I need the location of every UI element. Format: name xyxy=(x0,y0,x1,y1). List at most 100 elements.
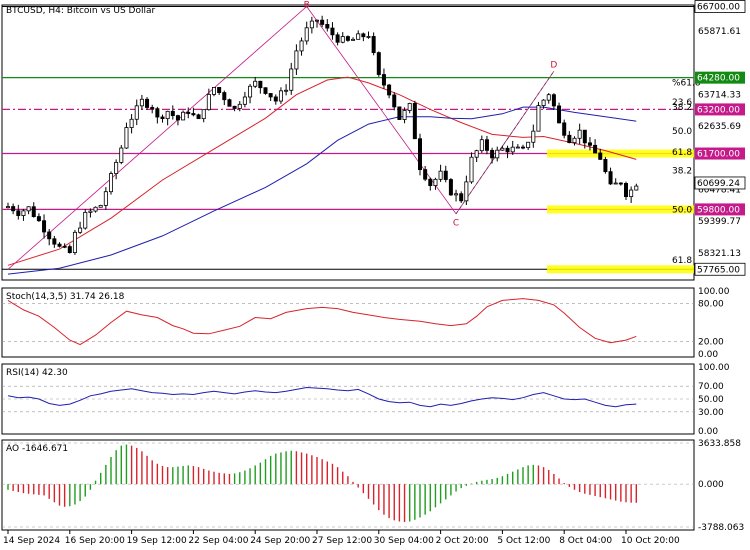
candle-body xyxy=(325,24,330,29)
candle-body xyxy=(510,146,515,153)
candle-body xyxy=(541,99,546,106)
candle-body xyxy=(67,246,72,253)
ao-tick-2: -3788.063 xyxy=(698,523,744,533)
candle-body xyxy=(263,87,268,94)
candle-body xyxy=(464,181,469,202)
price-tick-label-0: 65871.61 xyxy=(698,27,741,37)
candle-body xyxy=(546,94,551,101)
price-tick-label-3: 60478.41 xyxy=(698,185,741,195)
candle-body xyxy=(551,94,556,107)
candle-body xyxy=(206,93,211,111)
candle-body xyxy=(62,245,67,248)
current-price-tag-bg xyxy=(694,176,746,190)
candle-body xyxy=(155,108,160,118)
x-tick-label-0: 14 Sep 2024 xyxy=(3,536,60,546)
fib-label-2: 38.2 xyxy=(672,103,692,113)
rsi-tick-3: 30.00 xyxy=(698,408,724,418)
fib-label-7: 61.8 xyxy=(672,256,692,266)
candle-body xyxy=(170,110,175,117)
candle-body xyxy=(320,19,325,25)
x-tick-label-10: 10 Oct 20:00 xyxy=(621,536,680,546)
candle-body xyxy=(531,130,536,143)
highlight-zone-1 xyxy=(547,205,694,214)
fib-label-5: 38.2 xyxy=(672,166,692,176)
candle-body xyxy=(47,231,52,240)
candle-body xyxy=(474,150,479,158)
stoch-tick-1: 80.00 xyxy=(698,300,724,310)
candle-body xyxy=(603,158,608,173)
candle-body xyxy=(232,105,237,109)
price-tag-label-1: 64280.00 xyxy=(697,74,740,84)
stoch-line-0 xyxy=(7,298,637,346)
candle-body xyxy=(21,210,26,216)
candle-body xyxy=(351,38,356,41)
candle-body xyxy=(42,220,47,233)
price-tag-bg-1 xyxy=(695,71,745,84)
candle-body xyxy=(577,129,582,139)
candle-body xyxy=(505,147,510,153)
candle-body xyxy=(417,138,422,171)
candle-body xyxy=(268,93,273,98)
candle-body xyxy=(304,27,309,42)
candle-body xyxy=(469,156,474,183)
price-tag-label-5: 57765.00 xyxy=(697,265,740,275)
candle-body xyxy=(587,142,592,146)
fib-label-0: %61.8 xyxy=(672,78,701,88)
candle-body xyxy=(253,80,258,87)
candle-body xyxy=(57,243,62,247)
candle-body xyxy=(618,182,623,185)
candle-body xyxy=(376,52,381,75)
candle-body xyxy=(11,206,16,212)
price-tag-bg-3 xyxy=(695,147,745,160)
candle-body xyxy=(139,98,144,107)
candle-body xyxy=(392,94,397,108)
fib-cd-dashed xyxy=(455,70,555,215)
x-tick-label-8: 5 Oct 12:00 xyxy=(497,536,550,546)
candle-body xyxy=(309,20,314,29)
candle-body xyxy=(438,170,443,180)
candle-body xyxy=(78,227,83,233)
wave-label-b: B xyxy=(304,1,310,11)
candle-body xyxy=(134,105,139,120)
candle-body xyxy=(366,36,371,38)
candle-body xyxy=(536,105,541,132)
candle-body xyxy=(629,189,634,198)
candle-body xyxy=(381,74,386,86)
candle-body xyxy=(356,33,361,40)
x-tick-label-5: 27 Sep 12:00 xyxy=(312,536,372,546)
ma-line-0 xyxy=(7,76,637,266)
price-tick-label-4: 59399.77 xyxy=(698,217,741,227)
candle-body xyxy=(557,105,562,124)
wave-label-c: C xyxy=(453,219,459,229)
candle-body xyxy=(412,103,417,140)
candle-body xyxy=(495,149,500,159)
candle-body xyxy=(124,127,129,149)
candle-body xyxy=(16,210,21,216)
candle-body xyxy=(98,204,103,208)
candle-body xyxy=(211,86,216,95)
ao-label: AO -1646.671 xyxy=(6,444,68,454)
candle-body xyxy=(484,139,489,151)
candle-body xyxy=(500,147,505,151)
candle-body xyxy=(387,84,392,96)
candle-body xyxy=(593,144,598,154)
candle-body xyxy=(36,216,41,222)
candle-body xyxy=(242,96,247,105)
candle-body xyxy=(562,122,567,136)
stoch-label: Stoch(14,3,5) 31.74 26.18 xyxy=(6,292,125,302)
ao-tick-1: 0.000 xyxy=(698,480,724,490)
candle-body xyxy=(196,114,201,120)
stoch-tick-2: 20.00 xyxy=(698,337,724,347)
candle-body xyxy=(515,146,520,149)
candle-body xyxy=(428,178,433,186)
candle-body xyxy=(237,103,242,109)
fib-label-3: 50.0 xyxy=(672,127,692,137)
price-tag-label-2: 63200.00 xyxy=(697,105,740,115)
candle-body xyxy=(119,147,124,163)
candle-body xyxy=(150,107,155,110)
current-price-tag-label: 60699.24 xyxy=(697,179,740,189)
candle-body xyxy=(222,92,227,101)
candle-body xyxy=(572,137,577,144)
panel-frame-3 xyxy=(1,439,695,531)
price-tag-bg-5 xyxy=(694,262,746,276)
